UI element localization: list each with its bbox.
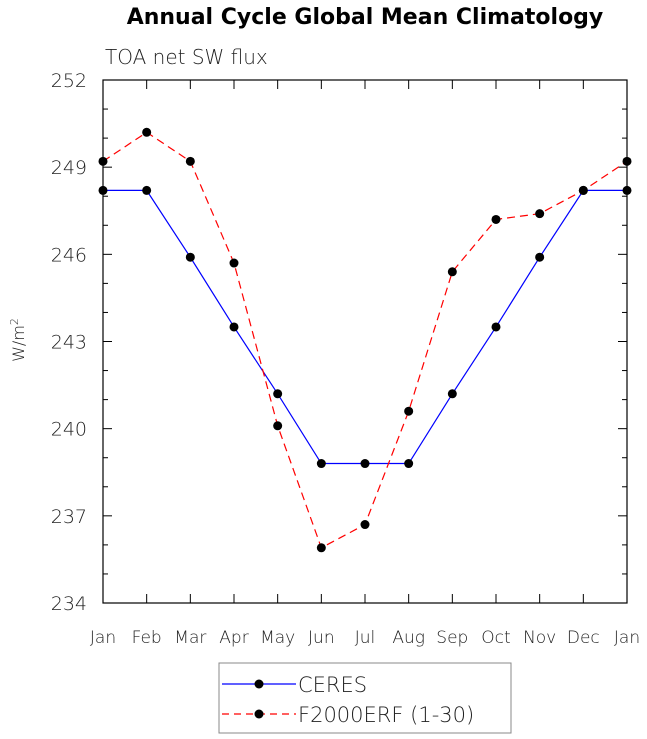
legend-box: [218, 662, 512, 734]
x-tick-label: Apr: [219, 628, 248, 648]
data-point: [404, 459, 414, 469]
x-tick-label: Jan: [90, 628, 116, 648]
x-tick-label: Jan: [614, 628, 640, 648]
y-tick-label: 252: [51, 70, 87, 92]
chart-subtitle: TOA net SW flux: [105, 45, 268, 69]
data-point: [622, 156, 632, 166]
x-tick-label: Nov: [523, 628, 556, 648]
data-point: [98, 156, 108, 166]
data-point: [316, 543, 326, 553]
legend-marker-ceres: [254, 679, 264, 689]
data-point: [273, 421, 283, 431]
data-point: [360, 520, 370, 530]
data-point: [622, 185, 632, 195]
data-point: [98, 185, 108, 195]
x-tick-label: Sep: [436, 628, 468, 648]
data-point: [404, 406, 414, 416]
x-tick-label: Jun: [308, 628, 335, 648]
y-tick-label: 246: [51, 244, 87, 266]
data-point: [447, 389, 457, 399]
chart-title: Annual Cycle Global Mean Climatology: [127, 5, 604, 30]
data-point: [360, 459, 370, 469]
y-axis-label: W/m2: [8, 318, 28, 362]
x-tick-label: May: [260, 628, 295, 648]
data-point: [491, 322, 501, 332]
data-point: [273, 389, 283, 399]
data-point: [535, 252, 545, 262]
y-tick-label: 243: [51, 332, 87, 354]
y-tick-label: 234: [51, 593, 87, 615]
y-tick-label: 249: [51, 157, 87, 179]
data-point: [316, 459, 326, 469]
legend: CERES F2000ERF (1-30): [218, 662, 512, 734]
x-tick-label: Jul: [355, 628, 376, 648]
data-point: [142, 127, 152, 137]
series-line-f2000erf: [102, 131, 628, 549]
data-point: [447, 267, 457, 277]
x-tick-label: Dec: [567, 628, 600, 648]
data-point: [185, 252, 195, 262]
y-tick-label: 240: [51, 419, 87, 441]
y-tick-label: 237: [51, 506, 87, 528]
data-point: [185, 156, 195, 166]
legend-label-f2000erf: F2000ERF (1-30): [298, 703, 474, 727]
data-point: [229, 322, 239, 332]
data-point: [578, 185, 588, 195]
x-tick-label: Oct: [481, 628, 510, 648]
legend-label-ceres: CERES: [298, 673, 367, 697]
data-point: [491, 214, 501, 224]
x-tick-label: Mar: [174, 628, 206, 648]
legend-marker-f2000erf: [254, 709, 264, 719]
data-point: [535, 209, 545, 219]
x-tick-label: Aug: [392, 628, 425, 648]
data-point: [142, 185, 152, 195]
x-tick-label: Feb: [132, 628, 162, 648]
series-line-ceres: [103, 189, 627, 465]
data-point: [229, 258, 239, 268]
